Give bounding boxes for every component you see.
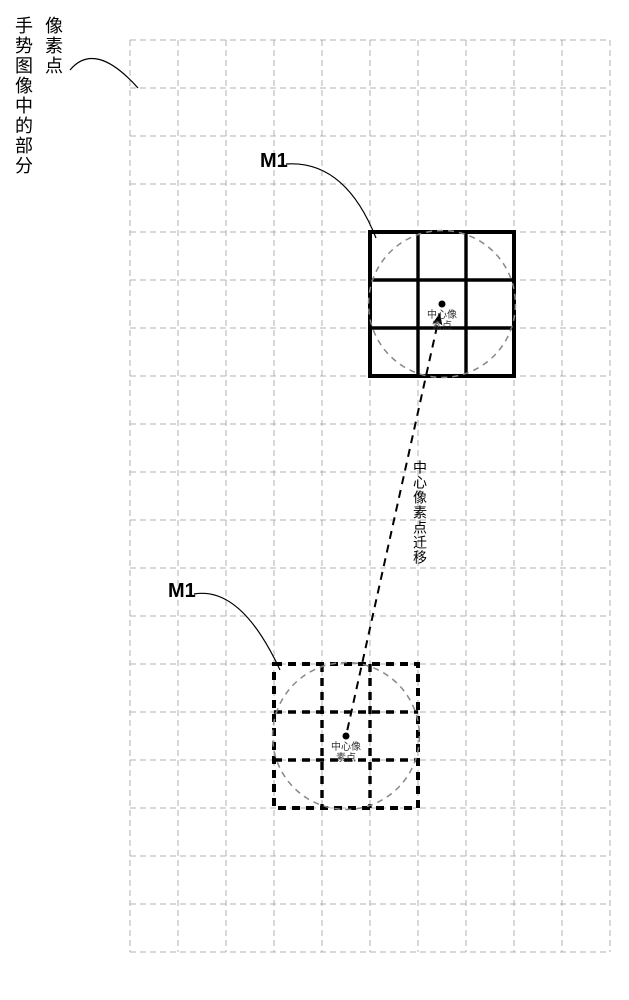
window-label-top: M1 <box>260 150 288 173</box>
diagram-canvas: 手势图像中的部分 像素点 M1 M1 中心像素点 中心像素点 中心像素点迁移 <box>0 0 629 1000</box>
shift-arrow-label: 中心像素点迁移 <box>408 460 428 565</box>
outer-label-line1: 手势图像中的部分 <box>10 16 36 176</box>
window-label-bottom: M1 <box>168 580 196 603</box>
background-grid <box>130 40 610 952</box>
diagram-svg <box>0 0 629 1000</box>
center-pixel-label-top: 中心像素点 <box>424 310 460 332</box>
center-pixel-label-bottom: 中心像素点 <box>328 742 364 764</box>
leader-lines <box>70 58 376 670</box>
outer-label-line2: 像素点 <box>40 16 66 76</box>
